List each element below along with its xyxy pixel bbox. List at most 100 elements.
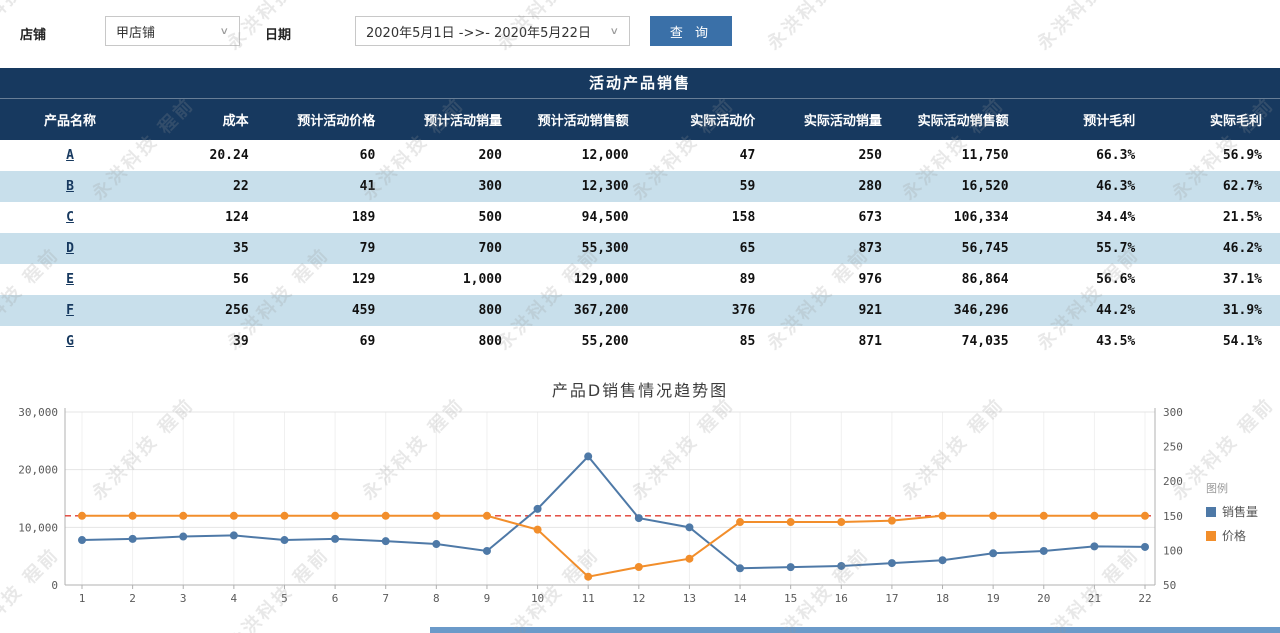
value-cell: 346,296	[953, 303, 1009, 318]
product-cell: G	[0, 326, 140, 357]
svg-text:150: 150	[1163, 510, 1183, 523]
svg-text:3: 3	[180, 592, 187, 605]
value-cell: 250	[858, 148, 882, 163]
svg-text:9: 9	[484, 592, 491, 605]
store-label: 店铺	[20, 28, 47, 43]
value-cell: 94,500	[581, 210, 629, 225]
chart-legend: 图例 销售量 价格	[1206, 480, 1258, 544]
value-cell: 89	[739, 272, 756, 287]
table-row: E 56 129 1,000 129,000 89 976 86,864 56.6% 37.1%	[0, 264, 1280, 295]
table-header: 产品名称 成本 预计活动价格 预计活动销量 预计活动销售额 实际活动价 实际活动销量 实际活动…	[0, 99, 1280, 140]
svg-text:4: 4	[231, 592, 238, 605]
svg-text:2: 2	[129, 592, 136, 605]
value-cell: 66.3%	[1096, 148, 1136, 163]
product-link[interactable]: G	[66, 334, 74, 349]
svg-text:15: 15	[784, 592, 797, 605]
table-title: 活动产品销售	[0, 68, 1280, 99]
svg-text:5: 5	[281, 592, 288, 605]
value-cell: 106,334	[953, 210, 1009, 225]
legend-item-price[interactable]: 价格	[1206, 527, 1258, 544]
value-cell: 56.9%	[1222, 148, 1262, 163]
value-cell: 46.3%	[1096, 179, 1136, 194]
value-cell: 85	[739, 334, 756, 349]
table-row: G 39 69 800 55,200 85 871 74,035 43.5% 54.1%	[0, 326, 1280, 357]
value-cell: 41	[359, 179, 376, 194]
product-cell: C	[0, 202, 140, 233]
product-link[interactable]: C	[66, 210, 74, 225]
value-cell: 871	[858, 334, 882, 349]
column-header: 实际活动销量	[773, 99, 900, 140]
svg-text:19: 19	[987, 592, 1000, 605]
column-header: 实际活动价	[646, 99, 774, 140]
product-link[interactable]: E	[66, 272, 74, 287]
svg-text:22: 22	[1138, 592, 1151, 605]
column-header: 预计活动销量	[393, 99, 520, 140]
store-select[interactable]: 甲店铺 ∨	[105, 16, 240, 46]
value-cell: 673	[858, 210, 882, 225]
value-cell: 65	[739, 241, 756, 256]
value-cell: 39	[233, 334, 249, 349]
activity-sales-section: 活动产品销售 产品名称 成本 预计活动价格 预计活动销量 预计活动销售额 实际活动价 实际活…	[0, 68, 1280, 357]
value-cell: 12,000	[581, 148, 629, 163]
legend-item-sales-volume[interactable]: 销售量	[1206, 503, 1258, 520]
legend-title: 图例	[1206, 482, 1228, 495]
value-cell: 79	[359, 241, 376, 256]
column-header: 实际活动销售额	[899, 99, 1027, 140]
svg-text:12: 12	[632, 592, 645, 605]
product-cell: A	[0, 140, 140, 171]
date-range-select[interactable]: 2020年5月1日 ->>- 2020年5月22日 ∨	[355, 16, 630, 46]
product-link[interactable]: B	[66, 179, 74, 194]
column-header: 预计活动价格	[266, 99, 394, 140]
sales-volume-swatch-icon	[1206, 506, 1216, 517]
column-header: 产品名称	[0, 99, 140, 140]
value-cell: 124	[225, 210, 249, 225]
value-cell: 459	[351, 303, 376, 318]
value-cell: 500	[478, 210, 502, 225]
watermark-text: 永洪科技 程前	[761, 0, 875, 55]
svg-text:16: 16	[835, 592, 848, 605]
value-cell: 16,520	[961, 179, 1009, 194]
date-range-value: 2020年5月1日 ->>- 2020年5月22日	[366, 25, 591, 41]
value-cell: 86,864	[961, 272, 1009, 287]
svg-text:6: 6	[332, 592, 339, 605]
value-cell: 11,750	[961, 148, 1009, 163]
svg-text:20: 20	[1037, 592, 1050, 605]
value-cell: 976	[858, 272, 882, 287]
bottom-scrollbar[interactable]	[430, 627, 1280, 633]
value-cell: 158	[731, 210, 756, 225]
value-cell: 129	[351, 272, 376, 287]
svg-text:13: 13	[683, 592, 696, 605]
value-cell: 21.5%	[1222, 210, 1262, 225]
value-cell: 44.2%	[1096, 303, 1136, 318]
value-cell: 921	[858, 303, 882, 318]
column-header: 预计毛利	[1026, 99, 1154, 140]
value-cell: 54.1%	[1222, 334, 1262, 349]
svg-text:300: 300	[1163, 406, 1183, 419]
value-cell: 873	[858, 241, 882, 256]
svg-text:100: 100	[1163, 544, 1183, 557]
value-cell: 376	[731, 303, 756, 318]
svg-text:18: 18	[936, 592, 949, 605]
watermark-text: 永洪科技 程前	[1031, 0, 1145, 55]
product-cell: B	[0, 171, 140, 202]
chevron-down-icon: ∨	[219, 25, 229, 37]
product-link[interactable]: D	[66, 241, 74, 256]
table-row: A 20.24 60 200 12,000 47 250 11,750 66.3% 56.9%	[0, 140, 1280, 171]
value-cell: 12,300	[581, 179, 629, 194]
value-cell: 35	[233, 241, 249, 256]
query-button[interactable]: 查 询	[650, 16, 732, 46]
svg-text:20,000: 20,000	[18, 464, 58, 477]
value-cell: 700	[478, 241, 502, 256]
chart-title: 产品D销售情况趋势图	[551, 381, 729, 400]
product-link[interactable]: A	[66, 148, 74, 163]
value-cell: 22	[233, 179, 249, 194]
value-cell: 74,035	[961, 334, 1009, 349]
product-cell: F	[0, 295, 140, 326]
svg-text:10,000: 10,000	[18, 521, 58, 534]
store-select-value: 甲店铺	[116, 25, 156, 41]
svg-text:14: 14	[733, 592, 747, 605]
value-cell: 56	[233, 272, 249, 287]
product-link[interactable]: F	[66, 303, 74, 318]
value-cell: 34.4%	[1096, 210, 1136, 225]
